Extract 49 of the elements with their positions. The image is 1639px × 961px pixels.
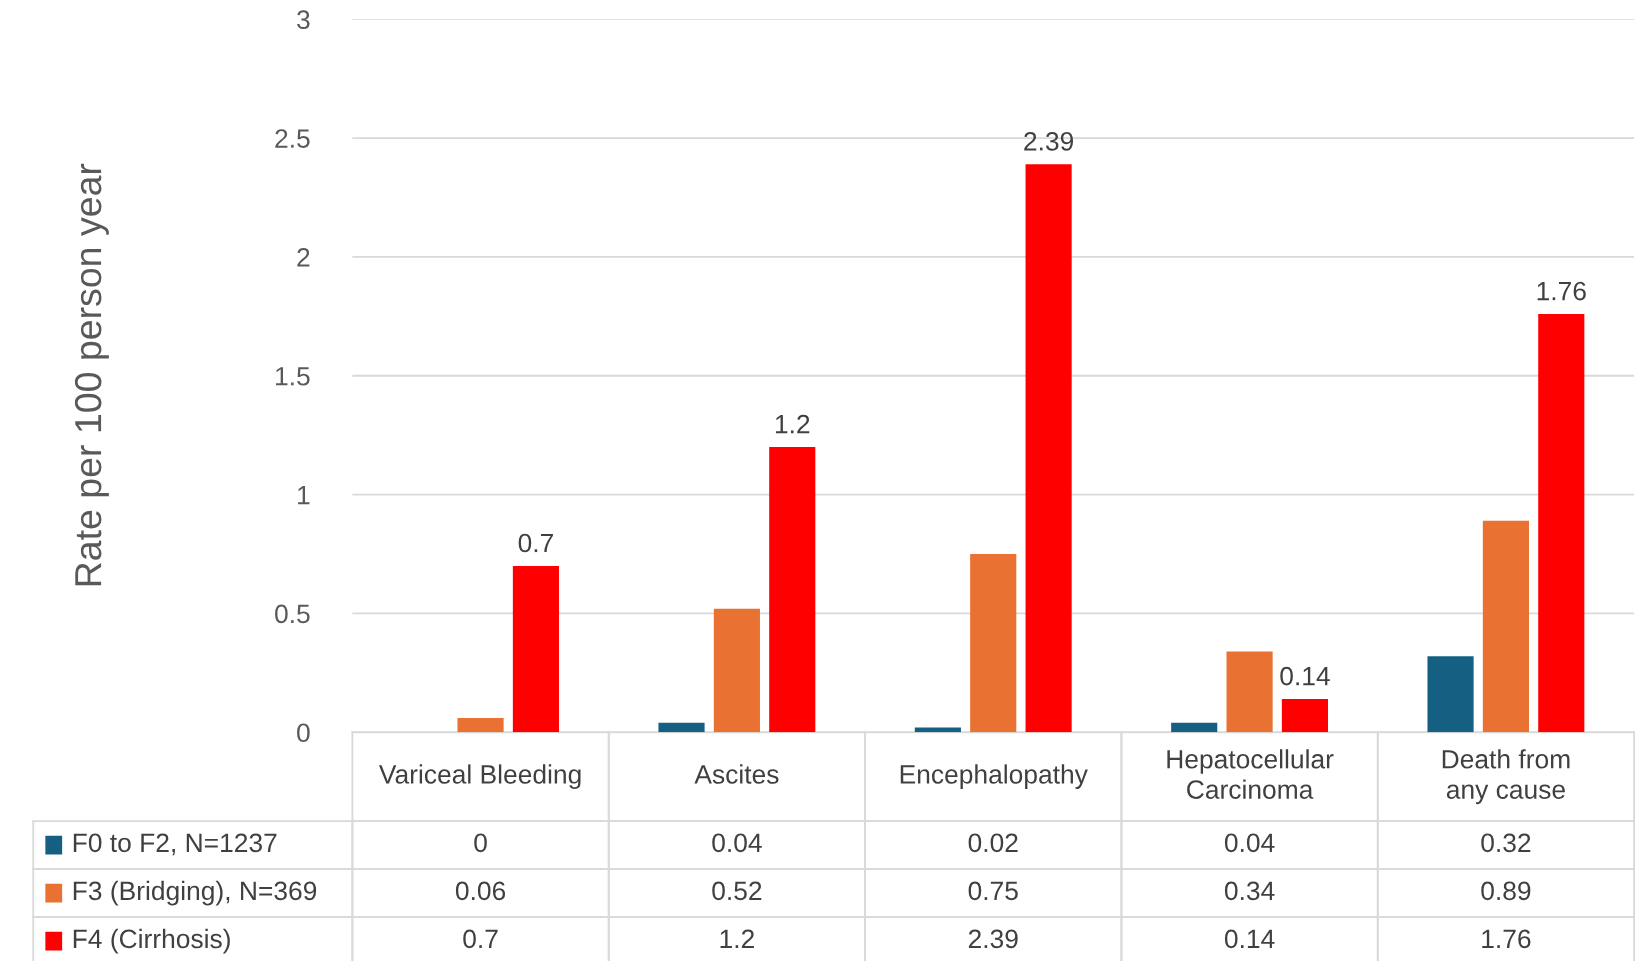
text: 1.2 [775, 414, 810, 434]
x-tick-label: Ascites [694, 764, 779, 784]
text: 0.14 [1280, 666, 1330, 686]
bar [1482, 520, 1529, 733]
text: 0.7 [518, 533, 553, 553]
x-tick-label: Hepatocellular Carcinoma [1167, 749, 1334, 799]
data-label: 0.04 [1224, 833, 1275, 853]
bar [1427, 656, 1474, 733]
data-label: 1.76 [1482, 929, 1531, 949]
data-label: 0.04 [712, 833, 762, 853]
data-label: 0.34 [1224, 881, 1275, 901]
data-label: 1.2 [720, 929, 754, 948]
text: 2.39 [1024, 131, 1074, 151]
y-tick-label: 0.5 [275, 604, 310, 624]
data-label: 0.52 [712, 881, 762, 901]
bar [1538, 313, 1585, 733]
data-label: 0.06 [455, 881, 506, 901]
y-tick-label: 2.5 [275, 129, 310, 148]
legend-label: F0 to F2, N=1237 [73, 833, 277, 856]
bar [1025, 164, 1072, 733]
data-label: 0.14 [1224, 929, 1275, 949]
data-label: 0.7 [463, 929, 498, 949]
bar [658, 722, 705, 733]
y-tick-label: 1.5 [276, 367, 310, 386]
data-label: 2.39 [968, 929, 1018, 949]
x-tick-label: Encephalopathy [900, 764, 1088, 789]
y-tick-label: 0 [297, 723, 310, 743]
y-tick-label: 3 [297, 10, 310, 30]
text: 1.76 [1537, 281, 1586, 301]
bar [970, 554, 1017, 733]
data-label: 0.32 [1481, 833, 1531, 853]
bar [769, 447, 816, 733]
legend-label: F4 (Cirrhosis) [73, 928, 230, 954]
x-tick-label: Variceal Bleeding [378, 764, 581, 789]
bar [1281, 699, 1329, 733]
bar [457, 718, 504, 733]
legend-label: F3 (Bridging), N=369 [73, 880, 317, 906]
data-label: 0.02 [968, 833, 1018, 853]
data-label: 0 [474, 833, 487, 853]
bar [512, 565, 559, 733]
data-label: 0.89 [1481, 881, 1531, 901]
y-tick-label: 2 [297, 248, 310, 267]
bar [713, 608, 760, 733]
data-label: 0.75 [968, 881, 1018, 901]
y-tick-label: 1 [298, 486, 310, 505]
x-tick-label: Death from any cause [1442, 749, 1570, 805]
y-axis-title: Rate per 100 person year [74, 163, 109, 586]
bar [1226, 651, 1273, 733]
bar [1171, 722, 1218, 733]
